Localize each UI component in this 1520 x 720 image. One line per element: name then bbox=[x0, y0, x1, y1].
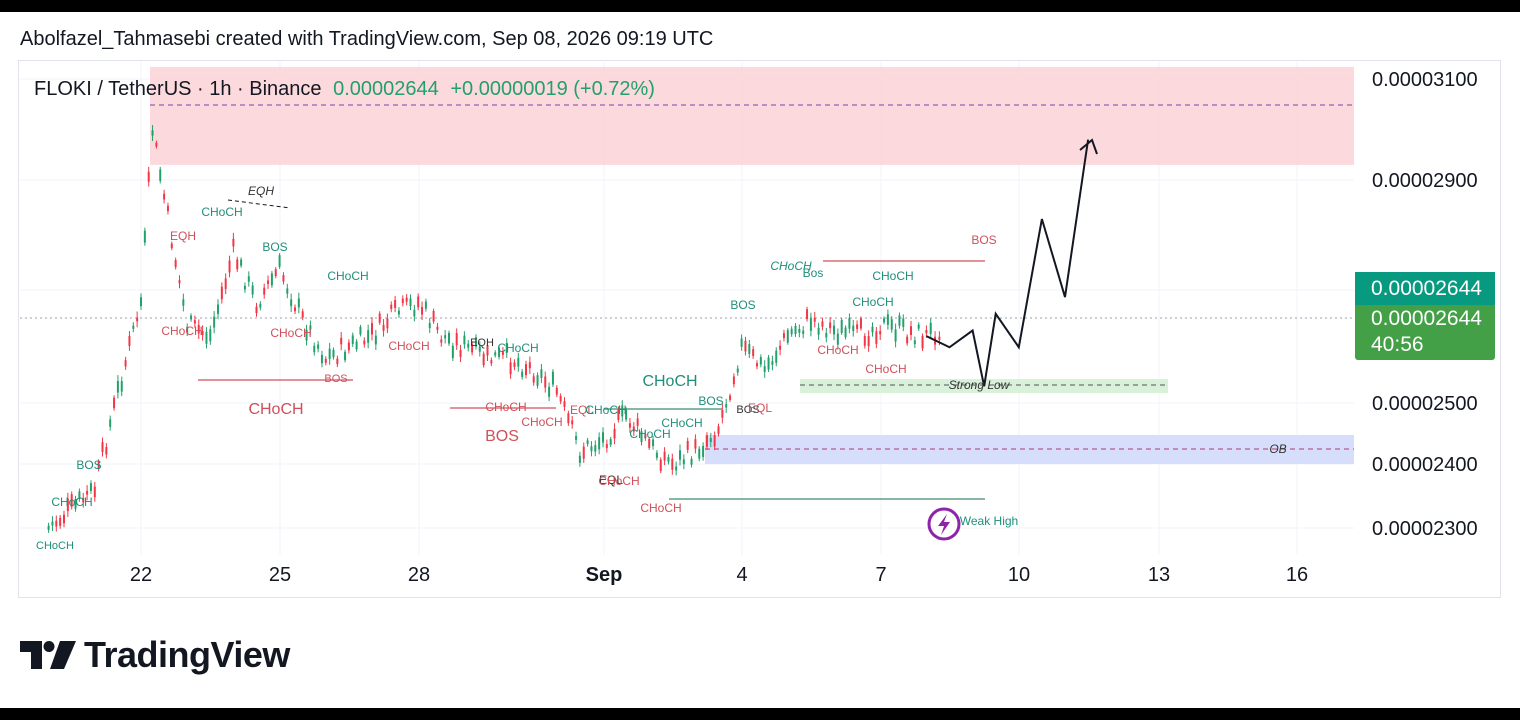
current-price-tag: 0.00002644 40:56 bbox=[1355, 305, 1495, 360]
tradingview-logo-text: TradingView bbox=[84, 634, 290, 675]
supply-zone bbox=[150, 66, 1354, 165]
annotation-label: CHoCH bbox=[521, 415, 562, 429]
annotation-label: CHoCH bbox=[872, 269, 913, 283]
tradingview-logo[interactable]: TradingView bbox=[20, 634, 290, 676]
legend-change: +0.00000019 (+0.72%) bbox=[450, 78, 655, 100]
annotation-label: CHoCH bbox=[201, 205, 242, 219]
price-axis-label: 0.00003100 bbox=[1372, 69, 1478, 91]
annotation-label: CHoCH bbox=[327, 269, 368, 283]
annotation-label: BOS bbox=[736, 404, 759, 416]
time-axis-label: 13 bbox=[1148, 564, 1170, 586]
annotation-label: Strong Low bbox=[949, 378, 1011, 392]
time-axis-label: 10 bbox=[1008, 564, 1030, 586]
price-axis-label: 0.00002900 bbox=[1372, 170, 1478, 192]
current-price-value: 0.00002644 bbox=[1371, 307, 1482, 330]
annotation-label: CHoCH bbox=[248, 401, 303, 418]
time-axis-label: 16 bbox=[1286, 564, 1308, 586]
bar-countdown: 40:56 bbox=[1371, 333, 1424, 356]
annotation-label: EQH bbox=[470, 337, 494, 349]
annotation-label: BOS bbox=[971, 233, 996, 247]
annotation-label: BOS bbox=[262, 240, 287, 254]
time-axis-label: 4 bbox=[736, 564, 747, 586]
chart-credit: Abolfazel_Tahmasebi created with Trading… bbox=[20, 28, 714, 50]
annotation-label: EQL bbox=[748, 401, 772, 415]
annotation-label: EQH bbox=[248, 184, 274, 198]
time-axis-label: 28 bbox=[408, 564, 430, 586]
annotation-label: CHoCH bbox=[642, 373, 697, 390]
projection-arrowhead bbox=[1079, 138, 1098, 155]
time-axis-label: 25 bbox=[269, 564, 291, 586]
time-axis-label: Sep bbox=[586, 564, 623, 586]
time-axis-label: 7 bbox=[875, 564, 886, 586]
time-axis-label: 22 bbox=[130, 564, 152, 586]
annotation-label: BOS bbox=[324, 373, 347, 385]
annotation-label: BOS bbox=[485, 428, 519, 445]
annotation-label: CHoCH bbox=[865, 362, 906, 376]
tradingview-logo-icon bbox=[20, 641, 76, 669]
annotation-label: CHoCH bbox=[270, 326, 311, 340]
annotation-label: Weak High bbox=[960, 514, 1018, 528]
top-black-bar bbox=[0, 0, 1520, 12]
bottom-black-bar bbox=[0, 708, 1520, 720]
annotation-label: EQH bbox=[170, 229, 196, 243]
price-axis-label: 0.00002400 bbox=[1372, 454, 1478, 476]
annotation-label: CHoCH bbox=[598, 474, 639, 488]
annotation-label: CHoCH bbox=[661, 416, 702, 430]
price-axis-label: 0.00002500 bbox=[1372, 393, 1478, 415]
last-price-tag: 0.00002644 bbox=[1355, 272, 1495, 305]
annotation-label: CHoCH bbox=[485, 400, 526, 414]
eqh-line bbox=[227, 199, 291, 209]
annotation-label: BOS bbox=[698, 394, 723, 408]
annotation-label: CHoCH bbox=[388, 339, 429, 353]
annotation-label: CHoCH bbox=[817, 343, 858, 357]
annotation-label: CHoCH bbox=[852, 295, 893, 309]
annotation-label: BOS bbox=[730, 298, 755, 312]
annotation-label: Bos bbox=[803, 266, 824, 280]
chart-frame bbox=[18, 60, 1501, 598]
annotation-label: EQL bbox=[599, 473, 623, 487]
price-axis-label: 0.00002300 bbox=[1372, 518, 1478, 540]
symbol-label: FLOKI / TetherUS · 1h · Binance bbox=[34, 78, 322, 100]
annotation-label: CHoCH bbox=[161, 324, 202, 338]
annotation-label: CHoCH bbox=[640, 501, 681, 515]
annotation-label: BOS bbox=[76, 458, 101, 472]
annotation-label: CHoCH bbox=[36, 540, 74, 552]
annotation-label: CHoCH bbox=[585, 403, 626, 417]
legend-price: 0.00002644 bbox=[333, 78, 439, 100]
projection-path bbox=[925, 139, 1090, 387]
annotation-label: CHoCH bbox=[51, 495, 92, 509]
annotation-label: OB bbox=[1269, 442, 1286, 456]
annotation-label: CHoCH bbox=[497, 341, 538, 355]
annotation-label: EQL bbox=[570, 403, 594, 417]
annotation-label: CHoCH bbox=[629, 427, 670, 441]
symbol-legend: FLOKI / TetherUS · 1h · Binance 0.000026… bbox=[34, 78, 655, 101]
annotation-label: CHoCH bbox=[770, 259, 812, 273]
lightning-icon-bolt bbox=[938, 514, 950, 535]
